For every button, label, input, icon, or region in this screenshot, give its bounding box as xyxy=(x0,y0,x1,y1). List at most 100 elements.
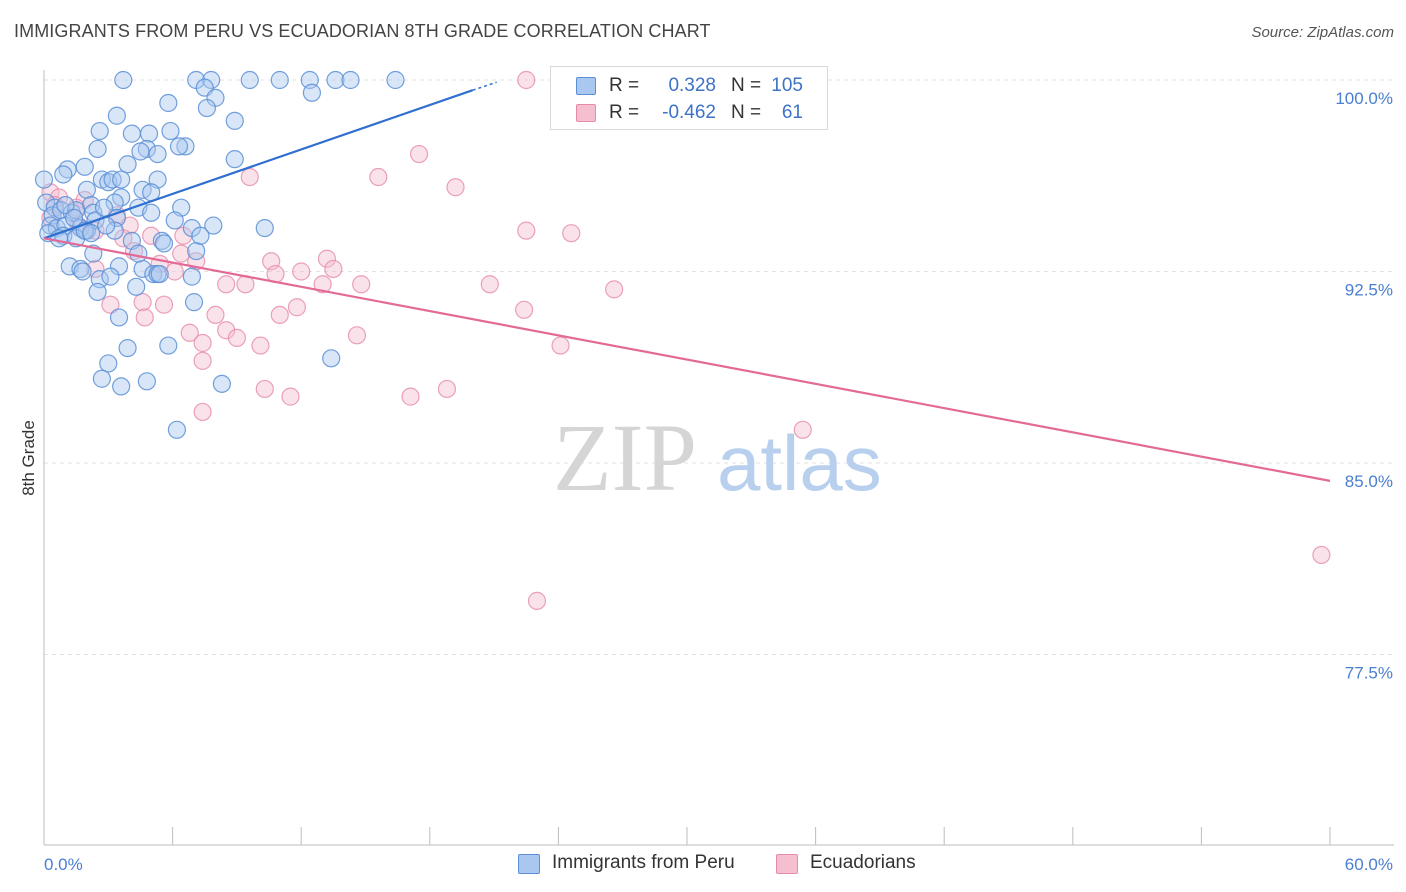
legend-r-label: R = xyxy=(609,102,640,123)
peru-point xyxy=(341,70,360,90)
peru-point xyxy=(169,137,189,156)
ecuadorians-point xyxy=(193,351,212,370)
ecuadorians-point xyxy=(401,387,420,406)
peru-point xyxy=(107,106,126,125)
trend-line-peru-ext xyxy=(472,81,497,91)
peru-point xyxy=(159,336,178,355)
ecuadorians-point xyxy=(317,249,337,268)
peru-point xyxy=(129,244,148,263)
ecuadorians-point xyxy=(437,379,457,399)
peru-point xyxy=(255,218,274,238)
ecuadorians-point xyxy=(133,293,152,312)
ecuadorians-point xyxy=(240,167,259,187)
ecuadorians-point xyxy=(251,336,270,355)
ecuadorians-point xyxy=(227,328,246,347)
watermark-zip: ZIP xyxy=(553,404,697,511)
peru-point xyxy=(109,308,129,327)
ecuadorians-point xyxy=(793,420,812,439)
peru-point xyxy=(240,70,259,90)
peru-point xyxy=(137,372,156,391)
legend-n-label: N = xyxy=(731,102,762,123)
points-peru xyxy=(34,70,405,439)
peru-point xyxy=(105,221,124,240)
peru-point xyxy=(386,70,405,90)
peru-point xyxy=(71,259,90,279)
peru-point xyxy=(270,70,289,90)
legend-r-label: R = xyxy=(609,75,640,96)
peru-point xyxy=(159,93,178,113)
ecuadorians-point xyxy=(313,275,332,294)
ecuadorians-point xyxy=(369,167,388,187)
series-legend: Immigrants from Peru Ecuadorians xyxy=(0,852,1406,878)
peru-point xyxy=(225,111,244,130)
watermark-atlas: atlas xyxy=(717,419,882,507)
peru-point xyxy=(150,264,169,284)
peru-point xyxy=(127,277,146,296)
peru-point xyxy=(82,224,101,243)
trend-lines xyxy=(43,81,1331,482)
peru-point xyxy=(101,267,120,286)
peru-point xyxy=(54,165,73,184)
legend-n-value: 61 xyxy=(781,102,803,123)
x-tick-label: 0.0% xyxy=(44,855,83,874)
peru-point xyxy=(118,155,137,174)
ecuadorians-point xyxy=(135,308,154,327)
peru-point xyxy=(197,98,216,118)
peru-point xyxy=(34,170,54,189)
series-swatch-ecuadorians xyxy=(776,854,798,874)
ecuadorians-point xyxy=(255,379,274,399)
peru-point xyxy=(75,157,94,176)
tick-labels: 100.0% 92.5% 85.0% 77.5% 0.0% 60.0% xyxy=(44,89,1393,874)
peru-point xyxy=(144,264,163,284)
peru-point xyxy=(112,170,131,189)
peru-point xyxy=(105,193,124,212)
ecuadorians-point xyxy=(480,275,499,294)
trend-line-peru xyxy=(43,89,474,240)
ecuadorians-point xyxy=(270,305,289,325)
watermark: ZIP atlas xyxy=(553,404,882,511)
series-swatch-peru xyxy=(518,854,540,874)
chart-source: Source: ZipAtlas.com xyxy=(1251,24,1394,41)
chart-title: IMMIGRANTS FROM PERU VS ECUADORIAN 8TH G… xyxy=(14,21,711,41)
ecuadorians-point xyxy=(562,224,581,243)
peru-point xyxy=(152,231,171,250)
ecuadorians-point xyxy=(287,298,307,317)
ecuadorians-point xyxy=(517,70,536,90)
ecuadorians-point xyxy=(217,275,236,294)
legend-r-value: 0.328 xyxy=(668,75,716,96)
peru-point xyxy=(131,142,150,161)
ecuadorians-point xyxy=(281,387,300,406)
peru-point xyxy=(161,121,180,141)
peru-point xyxy=(142,203,161,222)
peru-point xyxy=(122,124,141,143)
peru-point xyxy=(94,198,114,217)
legend-swatch-ecuadorians xyxy=(576,104,596,122)
y-axis-label: 8th Grade xyxy=(19,420,38,496)
peru-point xyxy=(191,226,210,245)
peru-point xyxy=(90,121,109,141)
ecuadorians-point xyxy=(446,178,465,197)
peru-point xyxy=(184,293,204,312)
peru-point xyxy=(182,267,201,286)
peru-point xyxy=(154,234,174,253)
legend-row-ecuadorians: R = -0.462 N = 61 xyxy=(551,101,827,127)
peru-point xyxy=(225,150,244,169)
ecuadorians-point xyxy=(154,295,174,314)
ecuadorians-point xyxy=(409,144,429,164)
grid-layer xyxy=(44,79,1394,655)
peru-point xyxy=(77,180,96,199)
peru-point xyxy=(88,139,107,159)
ecuadorians-point xyxy=(551,336,570,355)
peru-point xyxy=(322,349,341,368)
peru-point xyxy=(148,144,167,164)
ecuadorians-point xyxy=(180,323,199,342)
peru-point xyxy=(204,216,223,235)
ecuadorians-point xyxy=(193,333,212,353)
x-tick-label: 60.0% xyxy=(1345,855,1393,874)
correlation-legend: R = 0.328 N = 105 R = -0.462 N = 61 xyxy=(550,66,828,130)
y-tick-label: 85.0% xyxy=(1345,472,1393,491)
ecuadorians-point xyxy=(165,262,184,281)
peru-point xyxy=(64,208,84,227)
legend-n-value: 105 xyxy=(771,75,803,96)
peru-point xyxy=(176,137,195,156)
